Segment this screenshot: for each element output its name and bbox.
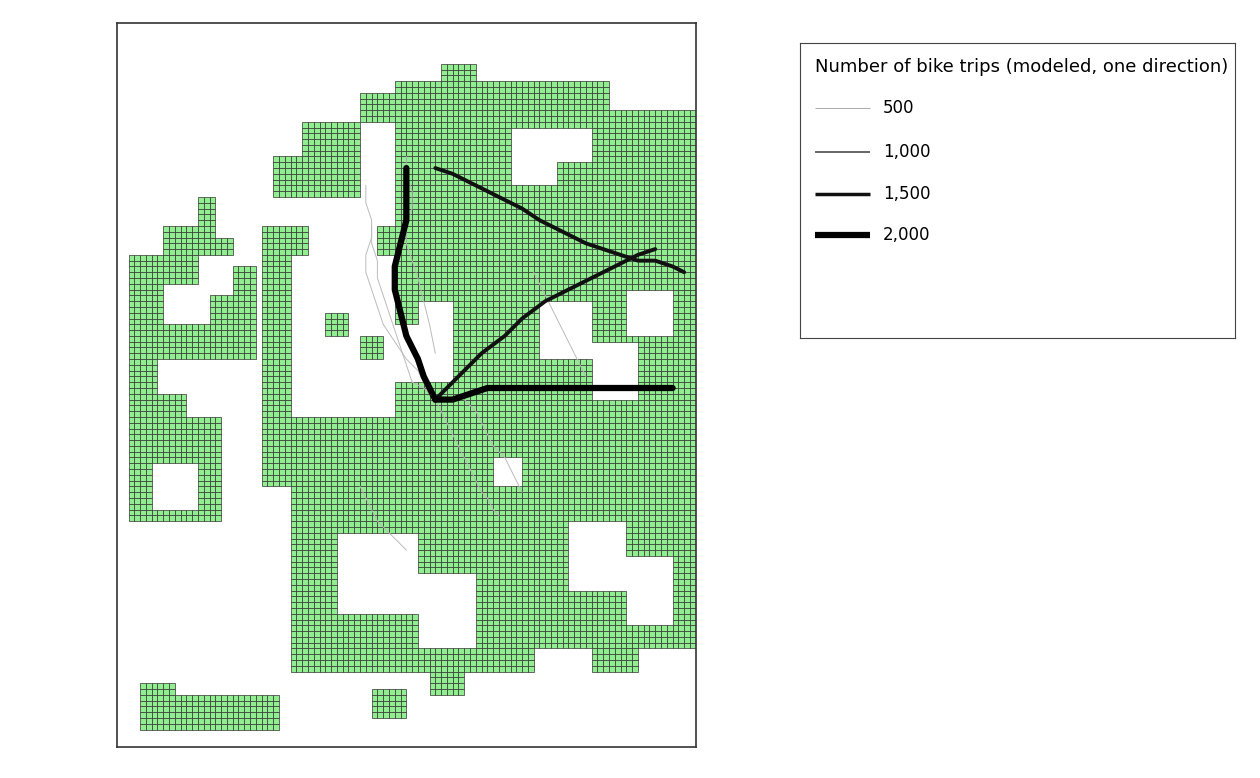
Text: Number of bike trips (modeled, one direction): Number of bike trips (modeled, one direc… — [815, 58, 1228, 75]
Text: 1,500: 1,500 — [883, 184, 930, 202]
Text: 500: 500 — [883, 99, 915, 117]
Text: 2,000: 2,000 — [883, 226, 930, 244]
Text: 1,000: 1,000 — [883, 143, 930, 161]
